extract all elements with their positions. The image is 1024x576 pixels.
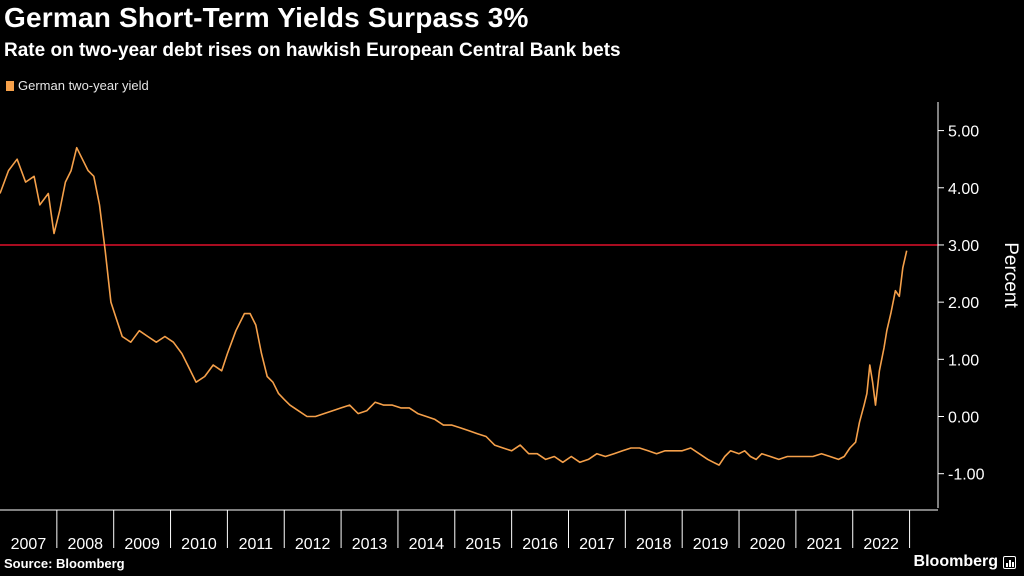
x-tick-label: 2007	[11, 536, 47, 553]
y-tick-label: 5.00	[948, 124, 979, 141]
x-tick-label: 2011	[239, 536, 274, 553]
chart-subtitle: Rate on two-year debt rises on hawkish E…	[4, 40, 621, 61]
x-tick-label: 2009	[124, 536, 160, 553]
source-note: Source: Bloomberg	[4, 556, 125, 571]
x-tick-label: 2012	[295, 536, 331, 553]
bar-chart-icon	[1003, 555, 1016, 569]
x-tick-label: 2015	[465, 536, 501, 553]
x-tick-label: 2018	[636, 536, 672, 553]
x-tick-label: 2020	[750, 536, 786, 553]
x-tick-label: 2016	[522, 536, 558, 553]
y-tick-label: 3.00	[948, 238, 979, 255]
x-tick-label: 2008	[67, 536, 103, 553]
y-tick-label: 1.00	[948, 352, 979, 369]
y-tick-label: 0.00	[948, 410, 979, 427]
legend: German two-year yield	[6, 78, 149, 93]
brand-logo: Bloomberg	[914, 553, 1016, 571]
chart-title: German Short-Term Yields Surpass 3%	[4, 2, 529, 33]
legend-swatch	[6, 80, 14, 91]
x-tick-label: 2019	[693, 536, 729, 553]
y-tick-label: 4.00	[948, 181, 979, 198]
x-tick-label: 2022	[863, 536, 899, 553]
series-line-0	[0, 146, 908, 466]
x-tick-label: 2010	[181, 536, 217, 553]
x-tick-label: 2021	[807, 536, 843, 553]
y-tick-label: 2.00	[948, 295, 979, 312]
x-tick-label: 2013	[352, 536, 388, 553]
x-tick-label: 2017	[579, 536, 615, 553]
legend-label: German two-year yield	[18, 78, 149, 93]
x-tick-label: 2014	[409, 536, 445, 553]
y-axis-title: Percent	[1000, 242, 1021, 308]
y-tick-label: -1.00	[948, 467, 985, 484]
brand-name: Bloomberg	[913, 553, 998, 570]
